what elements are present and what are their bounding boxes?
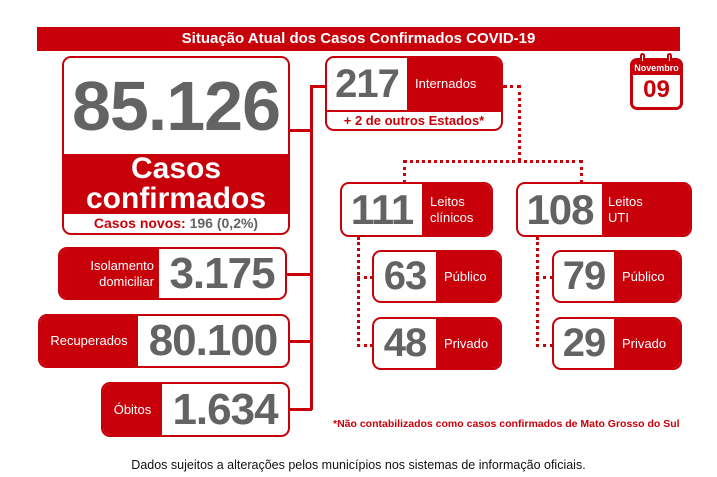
clinical-private-card: 48 Privado bbox=[372, 317, 502, 370]
dotted-connector bbox=[536, 344, 553, 347]
calendar-ring bbox=[667, 53, 672, 63]
connector-line bbox=[310, 85, 313, 410]
deaths-label: Óbitos bbox=[103, 384, 162, 435]
footnote: *Não contabilizados como casos confirmad… bbox=[333, 418, 680, 430]
calendar-month: Novembro bbox=[633, 61, 680, 75]
dotted-connector bbox=[403, 160, 583, 163]
dotted-connector bbox=[357, 344, 373, 347]
clinical-label-1: Leitos bbox=[430, 193, 465, 209]
icu-beds-card: 108 Leitos UTI bbox=[516, 182, 692, 237]
isolation-value: 3.175 bbox=[169, 248, 275, 298]
recovered-label: Recuperados bbox=[40, 316, 138, 366]
connector-line bbox=[287, 273, 312, 276]
calendar-icon: Novembro 09 bbox=[630, 58, 683, 110]
isolation-label-2: domiciliar bbox=[99, 273, 154, 289]
dotted-connector bbox=[357, 237, 360, 347]
new-cases-value: 196 (0,2%) bbox=[189, 215, 259, 231]
dotted-connector bbox=[357, 276, 373, 279]
recovered-card: Recuperados 80.100 bbox=[38, 314, 290, 368]
dotted-connector bbox=[503, 85, 521, 88]
clinical-public-card: 63 Público bbox=[372, 250, 502, 303]
recovered-value: 80.100 bbox=[148, 316, 279, 365]
dotted-connector bbox=[536, 276, 553, 279]
icu-value: 108 bbox=[526, 185, 594, 233]
clinical-private-label: Privado bbox=[436, 319, 500, 368]
confirmed-label-1: Casos bbox=[130, 152, 222, 185]
dotted-connector bbox=[580, 160, 583, 183]
confirmed-value: 85.126 bbox=[71, 67, 281, 145]
deaths-value: 1.634 bbox=[172, 384, 278, 434]
clinical-public-label: Público bbox=[436, 252, 500, 301]
icu-public-label: Público bbox=[614, 252, 680, 301]
icu-public-card: 79 Público bbox=[552, 250, 682, 303]
clinical-public-value: 63 bbox=[383, 254, 428, 298]
connector-line bbox=[310, 85, 326, 88]
new-cases-label: Casos novos: bbox=[93, 215, 186, 231]
icu-private-card: 29 Privado bbox=[552, 317, 682, 370]
home-isolation-card: Isolamento domiciliar 3.175 bbox=[58, 247, 287, 300]
icu-label-2: UTI bbox=[608, 209, 629, 225]
connector-line bbox=[290, 340, 312, 343]
confirmed-label-2: confirmados bbox=[85, 182, 267, 215]
clinical-label-2: clínicos bbox=[430, 209, 474, 225]
isolation-label-1: Isolamento bbox=[90, 257, 154, 273]
icu-private-value: 29 bbox=[562, 321, 607, 365]
calendar-day: 09 bbox=[643, 76, 670, 103]
icu-private-label: Privado bbox=[614, 319, 680, 368]
disclaimer: Dados sujeitos a alterações pelos municí… bbox=[131, 458, 586, 472]
icu-public-value: 79 bbox=[562, 254, 607, 298]
dotted-connector bbox=[403, 160, 406, 183]
icu-label-1: Leitos bbox=[608, 193, 643, 209]
dotted-connector bbox=[518, 85, 521, 161]
calendar-ring bbox=[640, 53, 645, 63]
clinical-value: 111 bbox=[350, 185, 414, 233]
connector-line bbox=[290, 129, 312, 132]
hospitalized-card: 217 Internados + 2 de outros Estados* bbox=[325, 56, 503, 131]
connector-line bbox=[290, 408, 312, 411]
dotted-connector bbox=[536, 237, 539, 347]
deaths-card: Óbitos 1.634 bbox=[101, 382, 290, 437]
hospitalized-value: 217 bbox=[335, 61, 400, 106]
clinical-private-value: 48 bbox=[383, 321, 428, 365]
confirmed-cases-card: 85.126 Casos confirmados Casos novos: 19… bbox=[62, 56, 290, 235]
other-states-note: + 2 de outros Estados* bbox=[327, 110, 501, 129]
hospitalized-label: Internados bbox=[407, 58, 501, 110]
clinical-beds-card: 111 Leitos clínicos bbox=[340, 182, 493, 237]
title-bar: Situação Atual dos Casos Confirmados COV… bbox=[37, 27, 680, 51]
